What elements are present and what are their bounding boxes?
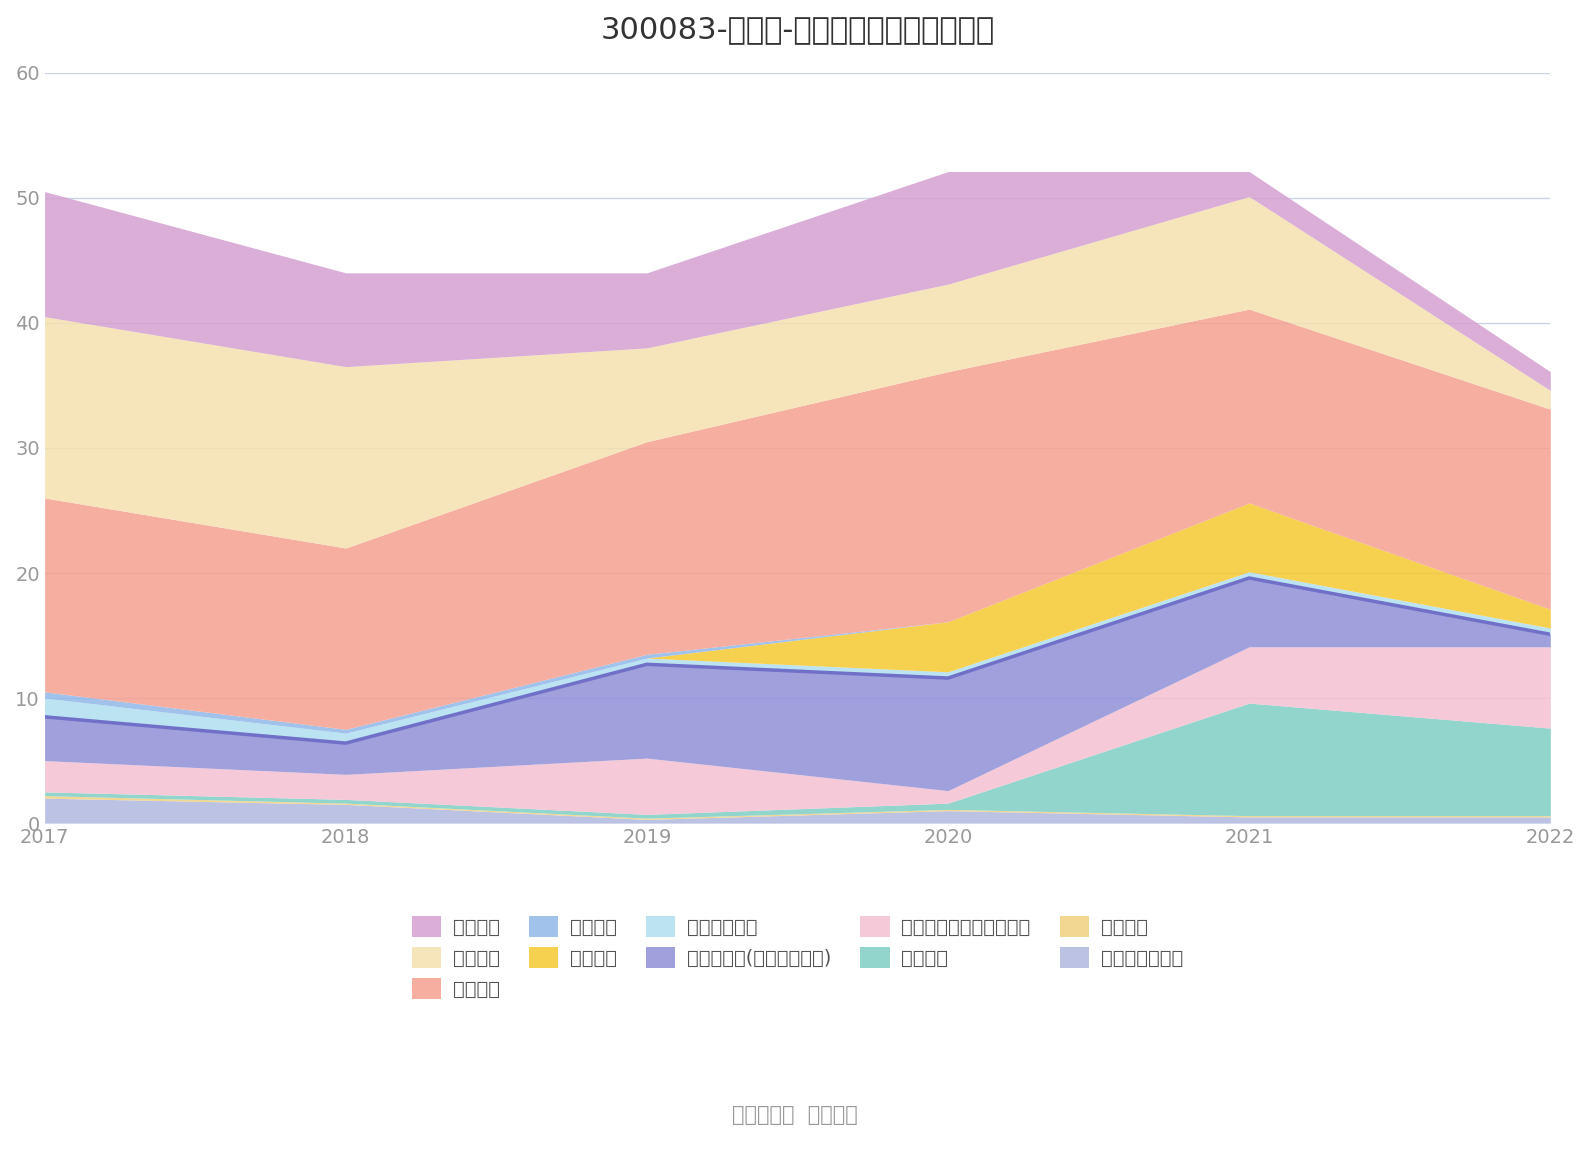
Legend: 短期借款, 应付票据, 应付账款, 预收款项, 合同负债, 应付职工薪酬, 其他应付款(含利息和股利), 一年内到期的非流动负债, 长期借款, 应付债券, 长期: 短期借款, 应付票据, 应付账款, 预收款项, 合同负债, 应付职工薪酬, 其他… bbox=[404, 907, 1191, 1006]
Title: 300083-创世纪-主要负债堆积图（亿元）: 300083-创世纪-主要负债堆积图（亿元） bbox=[601, 15, 994, 44]
Text: 数据来源：  恒生聚源: 数据来源： 恒生聚源 bbox=[731, 1105, 859, 1125]
